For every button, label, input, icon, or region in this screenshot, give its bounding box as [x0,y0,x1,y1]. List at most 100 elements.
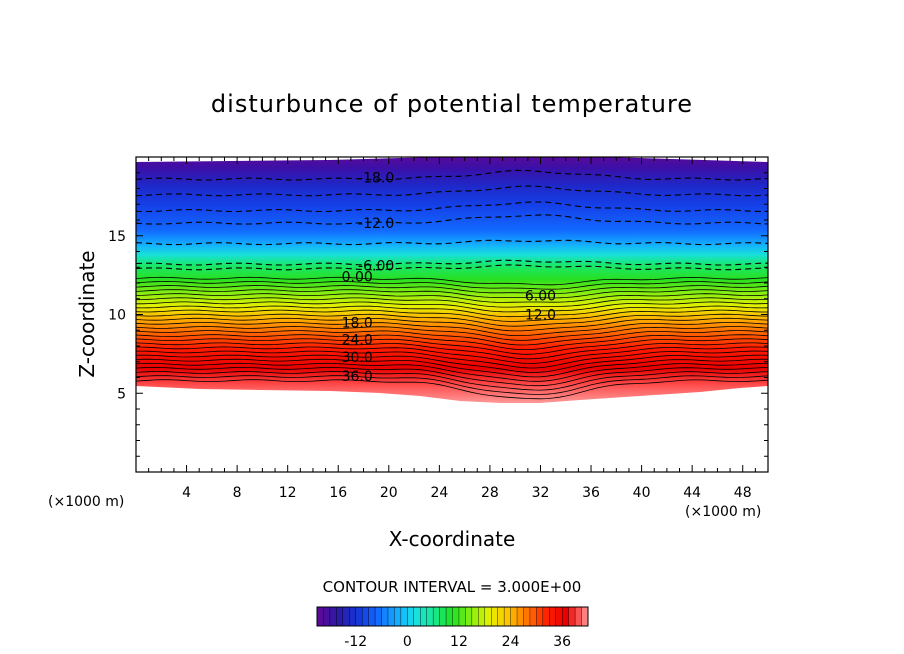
colorbar-cell [536,606,544,627]
contour-line [136,354,768,373]
contour-label: 6.00 [525,289,556,305]
colorbar-cell [426,606,434,627]
contour-line-negative [136,169,768,181]
colorbar-cell [529,606,537,627]
y-tick-label: 15 [108,229,126,245]
y-tick-label: 10 [108,308,126,324]
contour-line [136,301,768,313]
colorbar-cell [323,606,331,627]
contour-label: -6.00 [358,259,394,275]
contour-line-negative [136,264,768,271]
colorbar-cell [574,606,583,627]
contour-line [136,280,768,290]
colorbar-cell [581,606,589,627]
colorbar-cell [329,606,337,627]
contour-line [136,309,768,322]
colorbar-cell [555,606,563,627]
temperature-field [136,157,768,403]
contour-line [136,358,768,378]
colorbar-cell [484,606,492,627]
colorbar-tick-label: -12 [344,634,367,650]
colorbar-cell [471,606,479,627]
x-tick-label: 12 [279,485,297,501]
contour-label-layer: -18.0 -12.0 -6.000.00 6.00 12.0 18.0 24.030.0 3… [342,170,556,384]
colorbar-cell [458,606,466,627]
x-tick-label: 32 [532,485,550,501]
colorbar-cell [542,606,550,627]
contour-line [136,297,768,308]
colorbar-cell [368,606,376,627]
contour-label: 24.0 [342,333,373,349]
contour-line-negative [136,201,768,213]
contour-line [136,322,768,336]
colorbar-cell [510,606,518,627]
contour-line [136,285,768,294]
contour-line-negative [136,214,768,225]
contour-label: 36.0 [342,369,373,385]
contour-line [136,350,768,369]
colorbar-cell [342,606,350,627]
colorbar-cell [568,606,576,627]
colorbar-cell [407,606,415,627]
colorbar-cell [432,606,441,627]
colorbar-cell [503,606,512,627]
contour-line [136,293,768,303]
colorbar-cell [478,606,486,627]
contour-line [136,334,768,350]
contour-label: 12.0 [525,308,556,324]
contour-line [136,305,768,318]
plot-area [136,157,768,403]
contour-line [136,375,768,395]
contour-lines [136,169,768,400]
y-tick-label: 5 [117,386,126,402]
colorbar-cell [549,606,557,627]
colorbar-cell [516,606,524,627]
contour-label: 18.0 [342,315,373,331]
x-tick-label: 44 [683,485,701,501]
colorbar-cell [561,606,570,627]
contour-label: -18.0 [358,170,394,186]
x-tick-label: 8 [233,485,242,501]
contour-line [136,366,768,387]
colorbar-cell [465,606,473,627]
colorbar-cell [355,606,363,627]
contour-line [136,346,768,364]
colorbar-cell [316,606,324,627]
colorbar-tick-label: 12 [450,634,468,650]
colorbar-tick-label: 36 [553,634,571,650]
x-tick-label: 40 [633,485,651,501]
x-unit-left: (×1000 m) [48,494,124,510]
colorbar-cell [381,606,389,627]
contour-label: -12.0 [358,216,394,232]
x-tick-label: 4 [182,485,191,501]
colorbar-cell [420,606,428,627]
colorbar-cell [491,606,499,627]
contour-line [136,342,768,360]
contour-line [136,338,768,355]
x-tick-label: 20 [380,485,398,501]
y-axis-label: Z-coordinate [75,250,99,377]
contour-line [136,289,768,299]
colorbar-cell [439,606,447,627]
colorbar-tick-label: 24 [502,634,520,650]
y-axis: 5 10 15 [108,172,768,457]
colorbar [316,606,589,627]
contour-line-negative [136,259,768,266]
chart-title: disturbunce of potential temperature [211,90,693,118]
contour-line [136,326,768,341]
colorbar-cell [336,606,344,627]
colorbar-cell [452,606,460,627]
contour-line [136,317,768,332]
contour-label: 30.0 [342,350,373,366]
x-axis: 4 8 12 16 20 24 28 32 36 40 44 48 [148,157,756,501]
colorbar-tick-label: 0 [403,634,412,650]
contour-line-negative [136,185,768,197]
colorbar-cell [400,606,408,627]
x-tick-label: 16 [329,485,347,501]
colorbar-cell [374,606,383,627]
x-tick-label: 24 [430,485,448,501]
x-axis-label: X-coordinate [389,527,516,551]
contour-line [136,362,768,382]
colorbar-frame [316,606,589,627]
